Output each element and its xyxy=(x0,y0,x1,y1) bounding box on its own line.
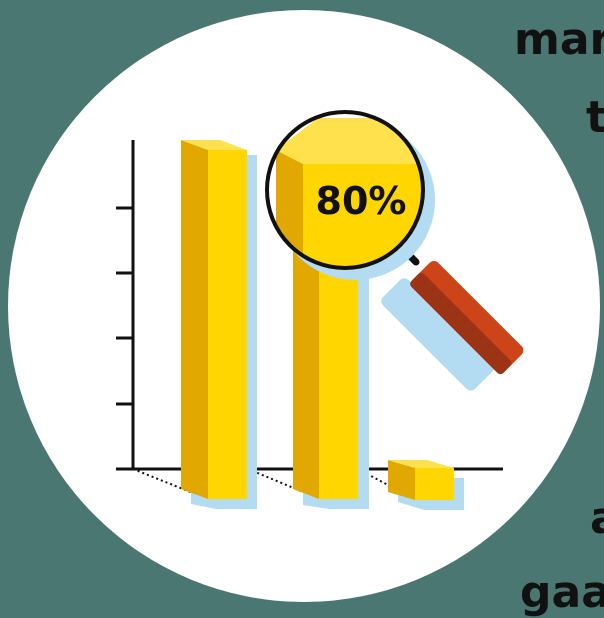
bar-side xyxy=(388,460,415,500)
bar-side xyxy=(181,140,208,499)
bar-front xyxy=(208,150,247,499)
bar-front xyxy=(415,468,454,500)
lens-rim xyxy=(265,110,425,270)
bar-top xyxy=(388,460,454,468)
side-text-1: mar xyxy=(514,14,604,65)
infographic-scene: 80% xyxy=(8,10,600,602)
side-text-4: gaa xyxy=(520,567,604,618)
side-text-3: a xyxy=(590,497,604,541)
side-text-2: t xyxy=(586,92,604,143)
magnifying-glass-icon: 80% xyxy=(265,110,524,391)
magnifier-handle xyxy=(410,260,524,375)
bar-short xyxy=(388,460,464,510)
floor-dotted-line xyxy=(132,468,209,500)
percentage-label: 80% xyxy=(316,179,407,223)
bar-top xyxy=(181,140,247,150)
bar-tall xyxy=(181,140,257,509)
